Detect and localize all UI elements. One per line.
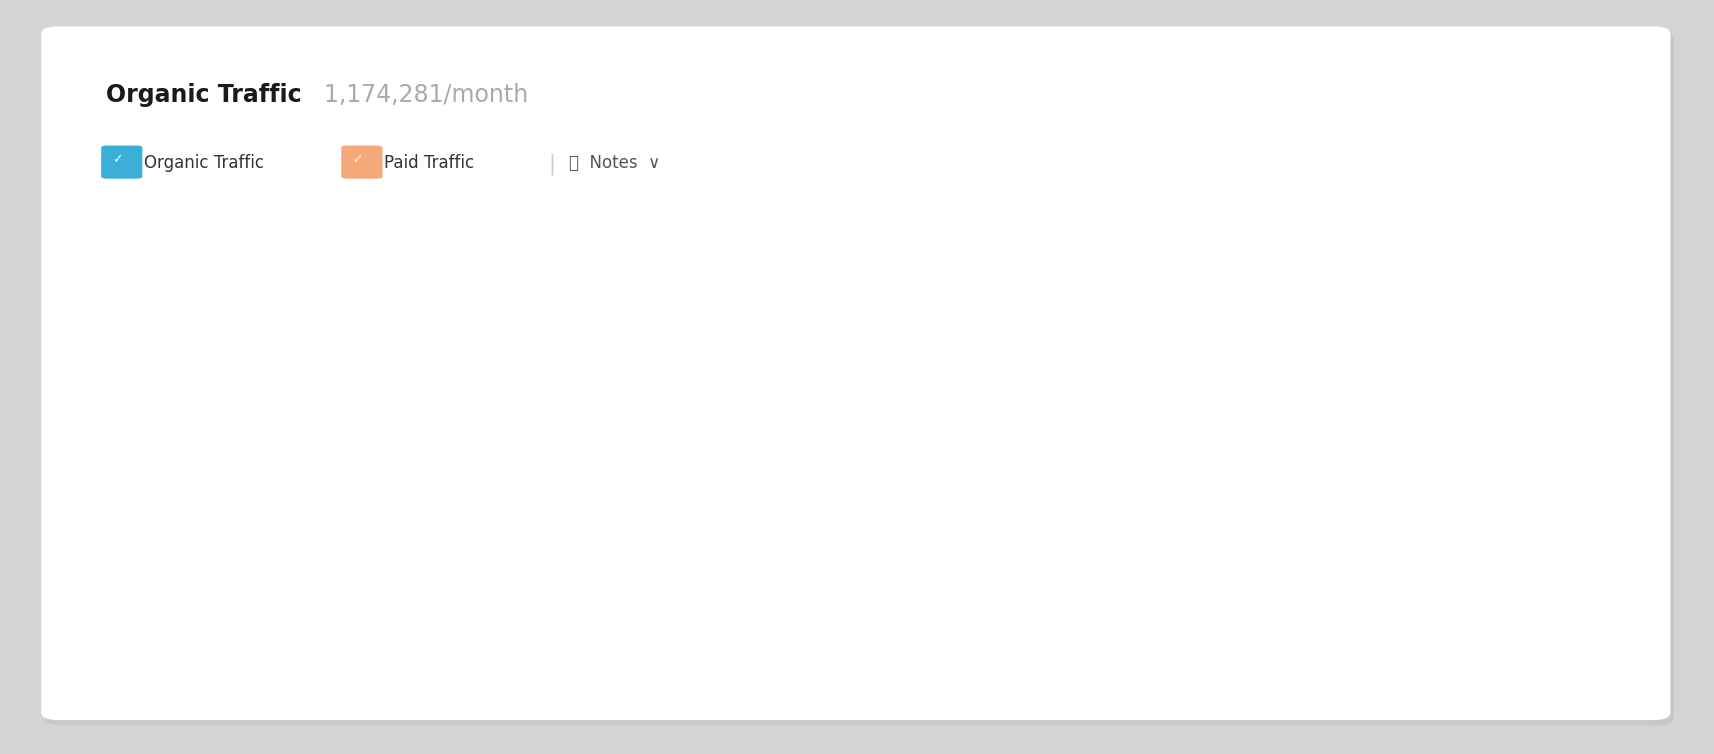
Text: Organic Traffic: Organic Traffic <box>144 154 264 172</box>
Text: 1,174,281/month: 1,174,281/month <box>309 83 528 107</box>
Text: ✓: ✓ <box>351 154 362 167</box>
Text: SERP features: SERP features <box>620 348 634 442</box>
Text: ⎙  Notes  ∨: ⎙ Notes ∨ <box>569 154 660 172</box>
Text: ✓: ✓ <box>111 154 122 167</box>
Text: Organic Traffic: Organic Traffic <box>106 83 302 107</box>
Text: Paid Traffic: Paid Traffic <box>384 154 475 172</box>
Text: |: | <box>548 154 555 175</box>
